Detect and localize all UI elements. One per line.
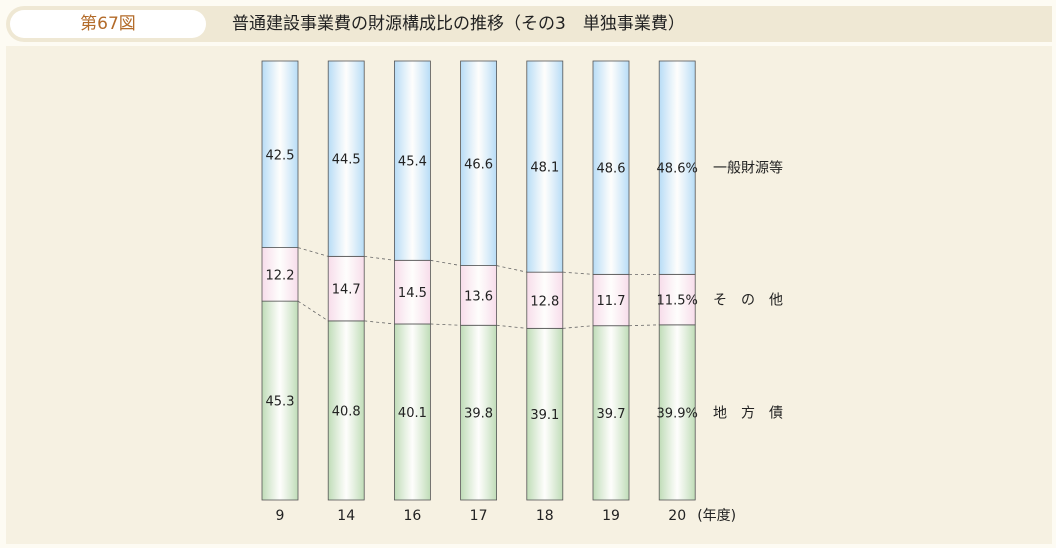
data-label-other-17: 13.6 [464, 289, 493, 304]
bar-segment-general-9 [261, 60, 299, 248]
data-label-general-20: 48.6% [657, 162, 698, 177]
data-label-local_bond-18: 39.1 [530, 408, 559, 423]
connector-line [562, 271, 594, 275]
data-label-local_bond-16: 40.1 [398, 406, 427, 421]
bar-segment-local_bond-16 [393, 323, 431, 501]
x-tick-label-20: 20 [668, 508, 686, 524]
connector-line [297, 300, 329, 322]
data-label-local_bond-14: 40.8 [332, 404, 361, 419]
connector-line [364, 320, 395, 325]
bar-segment-general-14 [327, 60, 365, 257]
bar-segment-local_bond-19 [592, 325, 630, 501]
connector-line [364, 255, 395, 261]
bar-segment-local_bond-14 [327, 320, 365, 501]
data-label-general-18: 48.1 [530, 161, 559, 176]
connector-line [496, 324, 527, 329]
x-tick-label-9: 9 [276, 508, 285, 524]
bar-segment-general-16 [393, 60, 431, 261]
bar-segment-general-20 [658, 60, 696, 275]
data-label-other-19: 11.7 [597, 294, 626, 309]
x-tick-label-19: 19 [602, 508, 620, 524]
connector-line [297, 247, 329, 257]
bar-segment-other-16 [393, 259, 431, 325]
data-label-local_bond-9: 45.3 [266, 395, 295, 410]
bar-segment-general-19 [592, 60, 630, 275]
data-label-general-17: 46.6 [464, 157, 493, 172]
bar-segment-general-18 [526, 60, 564, 273]
data-label-other-9: 12.2 [266, 268, 295, 283]
figure-number-badge: 第67図 [10, 10, 206, 38]
bar-segment-local_bond-20 [658, 324, 696, 501]
series-label-other: そ の 他 [713, 293, 783, 309]
bar-segment-other-20 [658, 273, 696, 326]
x-axis-unit: (年度) [697, 508, 736, 524]
series-label-local_bond: 地 方 債 [713, 405, 783, 421]
data-label-general-19: 48.6 [597, 162, 626, 177]
connector-line [562, 325, 594, 329]
x-tick-label-16: 16 [403, 508, 421, 524]
data-label-local_bond-19: 39.7 [597, 407, 626, 422]
bar-segment-general-17 [460, 60, 498, 266]
data-label-other-16: 14.5 [398, 286, 427, 301]
data-label-local_bond-20: 39.9% [657, 406, 698, 421]
connector-line [496, 265, 527, 273]
x-tick-label-14: 14 [337, 508, 355, 524]
figure-header: 第67図 普通建設事業費の財源構成比の推移（その3 単独事業費） [6, 6, 1052, 42]
connector-line [430, 259, 461, 266]
bar-segment-other-19 [592, 273, 630, 327]
bar-segment-other-17 [460, 265, 498, 326]
x-tick-label-18: 18 [536, 508, 554, 524]
bar-segment-local_bond-9 [261, 300, 299, 501]
bar-segment-other-9 [261, 247, 299, 302]
data-label-other-18: 12.8 [530, 294, 559, 309]
data-label-general-14: 44.5 [332, 153, 361, 168]
figure-title: 普通建設事業費の財源構成比の推移（その3 単独事業費） [232, 14, 685, 34]
data-label-other-20: 11.5% [657, 294, 698, 309]
connector-line [628, 324, 660, 327]
data-label-general-16: 45.4 [398, 155, 427, 170]
series-label-general: 一般財源等 [713, 160, 783, 177]
bar-segment-local_bond-17 [460, 324, 498, 501]
data-label-general-9: 42.5 [266, 148, 295, 163]
data-label-local_bond-17: 39.8 [464, 407, 493, 422]
connector-line [430, 323, 461, 326]
data-label-other-14: 14.7 [332, 283, 361, 298]
x-tick-label-17: 17 [470, 508, 488, 524]
